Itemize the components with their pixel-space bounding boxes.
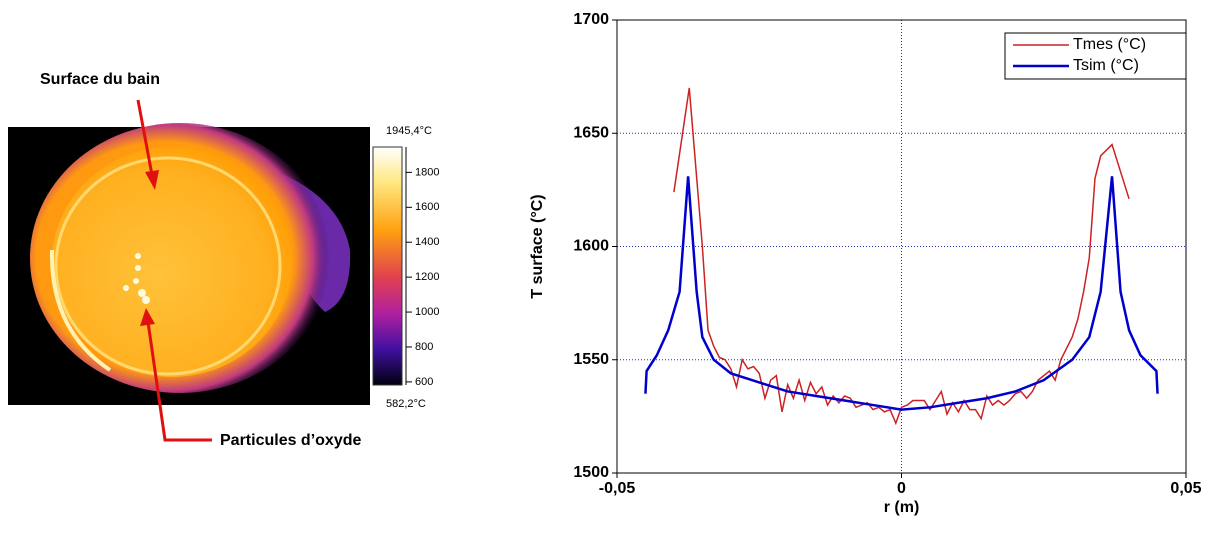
particles — [123, 253, 150, 304]
colorbar-tick-label: 1000 — [415, 306, 439, 318]
colorbar-tick-label: 1600 — [415, 201, 439, 213]
rim — [54, 156, 282, 376]
line — [673, 87, 1130, 426]
x-tick-label: 0 — [897, 480, 906, 497]
legend-label: Tsim (°C) — [1073, 57, 1139, 74]
colorbar-tick-label: 1800 — [415, 166, 439, 178]
x-tick-label: 0,05 — [1170, 480, 1201, 497]
arrows — [136, 99, 212, 442]
colorbar-tick-label: 1200 — [415, 271, 439, 283]
annotation: Particules d’oxyde — [220, 432, 361, 449]
legend-box — [1004, 32, 1187, 80]
y-tick-label: 1500 — [573, 464, 609, 481]
y-tick-label: 1650 — [573, 124, 609, 141]
y-tick-label: 1600 — [573, 238, 609, 255]
colorbar — [372, 146, 403, 386]
thermal-image: 1945,4°C 582,2°C — [8, 123, 432, 410]
plot-frame — [616, 19, 1187, 474]
colorbar-tick-label: 800 — [415, 341, 433, 353]
legend-label: Tmes (°C) — [1073, 36, 1146, 53]
colorbar-tick-label: 600 — [415, 376, 433, 388]
arrow-heads — [140, 170, 159, 326]
y-tick-label: 1700 — [573, 11, 609, 28]
colorbar-tick-label: 1400 — [415, 236, 439, 248]
x-tick-label: -0,05 — [599, 480, 636, 497]
colorbar-min: 582,2°C — [386, 398, 426, 410]
annotation: Surface du bain — [40, 71, 160, 88]
x-axis-label: r (m) — [884, 499, 920, 516]
y-tick-label: 1550 — [573, 351, 609, 368]
y-axis-label: T surface (°C) — [529, 194, 546, 298]
line — [644, 176, 1159, 411]
rim-glow — [49, 249, 112, 372]
colorbar-max: 1945,4°C — [386, 125, 432, 137]
melt-pool — [52, 147, 292, 377]
